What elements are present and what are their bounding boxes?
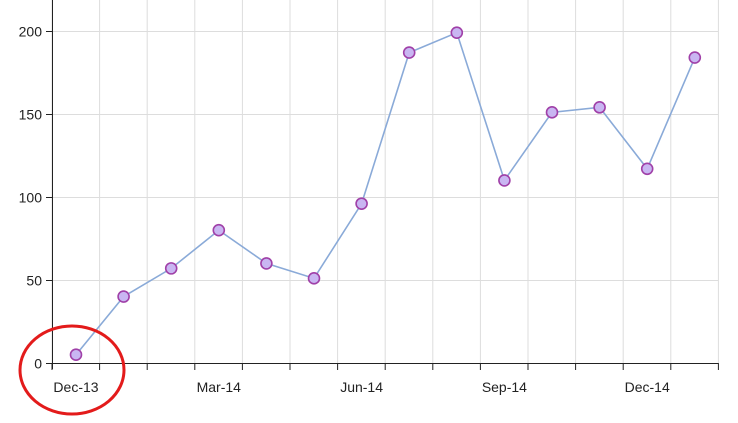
data-point <box>498 174 511 187</box>
x-tick-label: Sep-14 <box>482 379 527 395</box>
x-tick-label: Mar-14 <box>197 379 242 395</box>
annotation-circle <box>18 324 126 416</box>
series-line <box>75 31 696 356</box>
chart-annotation <box>18 324 126 416</box>
y-tick-label: 150 <box>19 107 43 123</box>
data-point <box>450 26 464 39</box>
data-point <box>117 290 130 303</box>
chart-series <box>69 26 702 362</box>
y-tick-label: 200 <box>19 24 43 40</box>
data-point <box>164 262 178 275</box>
chart-grid <box>51 0 719 363</box>
data-point <box>640 162 654 176</box>
y-tick-label: 50 <box>26 273 42 289</box>
x-tick-label: Dec-13 <box>53 379 98 395</box>
data-point <box>69 348 83 362</box>
data-point <box>355 197 368 210</box>
data-point <box>260 257 273 270</box>
y-tick-label: 100 <box>19 190 43 206</box>
x-tick-label: Jun-14 <box>340 379 383 395</box>
x-tick-label: Dec-14 <box>625 379 670 395</box>
data-point <box>307 272 321 285</box>
chart-ticks: 0 50 100 150 200 Dec-13 Mar-14 Jun-14 Sep-14 Dec-… <box>19 24 719 395</box>
data-point <box>212 223 226 237</box>
data-point <box>545 106 559 119</box>
data-point <box>593 101 606 114</box>
y-tick-label: 0 <box>34 356 42 372</box>
data-point <box>688 51 702 64</box>
data-point <box>402 46 416 59</box>
